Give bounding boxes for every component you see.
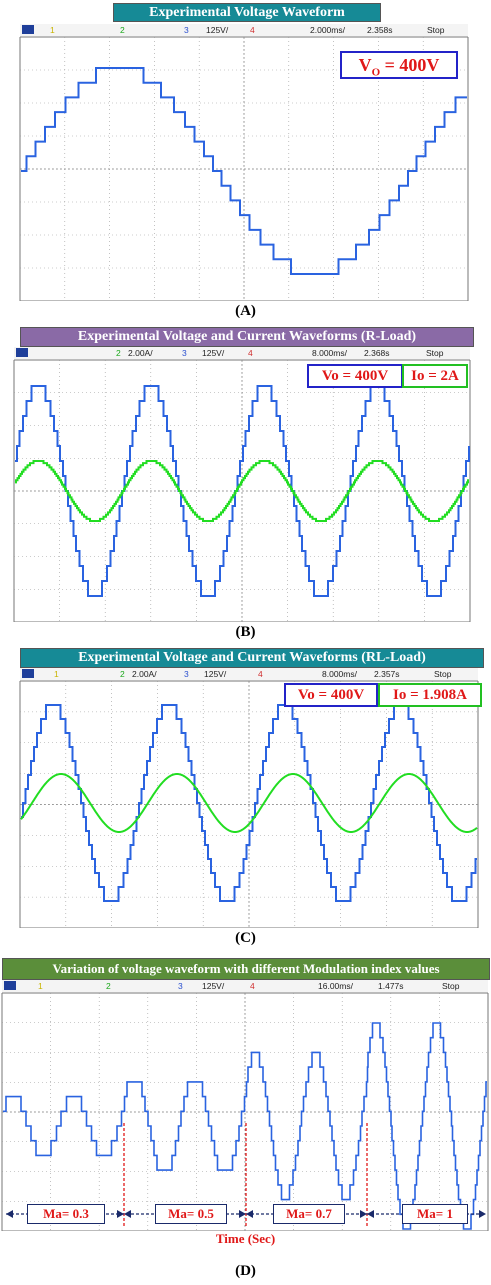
panel-d-title: Variation of voltage waveform with diffe… bbox=[2, 958, 490, 980]
ch2-label: 2 bbox=[106, 981, 111, 991]
arrow-head bbox=[239, 1210, 246, 1218]
ch3-scale: 125V/ bbox=[202, 348, 225, 358]
trigger-time: 2.368s bbox=[364, 348, 390, 358]
ch3-label: 3 bbox=[178, 981, 183, 991]
timebase: 2.000ms/ bbox=[310, 25, 345, 35]
panel-a-status-bar: 1 2 3 125V/ 4 2.000ms/ 2.358s Stop bbox=[20, 24, 468, 37]
scope-icon bbox=[22, 669, 34, 678]
panel-b-status-bar: 2 2.00A/ 3 125V/ 4 8.000ms/ 2.368s Stop bbox=[14, 347, 470, 360]
ch2-scale: 2.00A/ bbox=[128, 348, 153, 358]
ch3-label: 3 bbox=[184, 25, 189, 35]
ch2-label: 2 bbox=[120, 669, 125, 679]
time-axis-label: Time (Sec) bbox=[215, 1231, 276, 1246]
panel-d-chart bbox=[1, 993, 489, 1231]
arrow-head bbox=[360, 1210, 367, 1218]
scope-icon bbox=[22, 25, 34, 34]
timebase: 8.000ms/ bbox=[322, 669, 357, 679]
panel-d-status-bar: 1 2 3 125V/ 4 16.00ms/ 1.477s Stop bbox=[2, 980, 488, 993]
caption-b: (B) bbox=[235, 624, 256, 640]
panel-a-title: Experimental Voltage Waveform bbox=[113, 3, 381, 22]
timebase: 8.000ms/ bbox=[312, 348, 347, 358]
ch4-label: 4 bbox=[258, 669, 263, 679]
ch1-label: 1 bbox=[38, 981, 43, 991]
voltage-trace bbox=[15, 385, 470, 597]
voltage-trace bbox=[21, 67, 467, 275]
panel-a-chart bbox=[19, 37, 469, 301]
arrow-head bbox=[6, 1210, 13, 1218]
ch3-scale: 125V/ bbox=[202, 981, 225, 991]
scope-icon bbox=[4, 981, 16, 990]
panel-c-title: Experimental Voltage and Current Wavefor… bbox=[20, 648, 484, 668]
voltage-trace bbox=[3, 1022, 487, 1230]
current-trace bbox=[20, 773, 478, 833]
ma-label: Ma= 0.3 bbox=[27, 1204, 105, 1224]
caption-d: (D) bbox=[235, 1263, 256, 1279]
io-label: Io = 2A bbox=[402, 364, 468, 388]
ch3-label: 3 bbox=[182, 348, 187, 358]
caption-c: (C) bbox=[235, 930, 256, 946]
ch4-label: 4 bbox=[248, 348, 253, 358]
panel-c-status-bar: 1 2 2.00A/ 3 125V/ 4 8.000ms/ 2.357s Sto… bbox=[20, 668, 478, 681]
run-state: Stop bbox=[442, 981, 460, 991]
ch3-scale: 125V/ bbox=[206, 25, 229, 35]
vo-label: Vo = 400V bbox=[307, 364, 403, 388]
vo-label: Vo = 400V bbox=[284, 683, 378, 707]
run-state: Stop bbox=[434, 669, 452, 679]
trigger-time: 1.477s bbox=[378, 981, 404, 991]
ch1-label: 1 bbox=[50, 25, 55, 35]
timebase: 16.00ms/ bbox=[318, 981, 353, 991]
ch2-scale: 2.00A/ bbox=[132, 669, 157, 679]
trigger-time: 2.357s bbox=[374, 669, 400, 679]
panel-b-chart bbox=[13, 360, 471, 622]
current-trace bbox=[15, 460, 469, 522]
arrow-head bbox=[117, 1210, 124, 1218]
ch2-label: 2 bbox=[120, 25, 125, 35]
ma-label: Ma= 1 bbox=[402, 1204, 468, 1224]
caption-a: (A) bbox=[235, 303, 256, 319]
ch4-label: 4 bbox=[250, 981, 255, 991]
ch1-label: 1 bbox=[54, 669, 59, 679]
ma-label: Ma= 0.5 bbox=[155, 1204, 227, 1224]
ch4-label: 4 bbox=[250, 25, 255, 35]
scope-icon bbox=[16, 348, 28, 357]
arrow-head bbox=[124, 1210, 131, 1218]
ch3-label: 3 bbox=[184, 669, 189, 679]
arrow-head bbox=[479, 1210, 486, 1218]
ch3-scale: 125V/ bbox=[204, 669, 227, 679]
arrow-head bbox=[246, 1210, 253, 1218]
run-state: Stop bbox=[427, 25, 445, 35]
voltage-trace bbox=[21, 704, 477, 902]
ma-label: Ma= 0.7 bbox=[273, 1204, 345, 1224]
ch2-label: 2 bbox=[116, 348, 121, 358]
trigger-time: 2.358s bbox=[367, 25, 393, 35]
run-state: Stop bbox=[426, 348, 444, 358]
arrow-head bbox=[367, 1210, 374, 1218]
panel-b-title: Experimental Voltage and Current Wavefor… bbox=[20, 327, 474, 347]
panel-c-chart bbox=[19, 681, 479, 928]
vo-label: VO = 400V bbox=[340, 51, 458, 79]
io-label: Io = 1.908A bbox=[378, 683, 482, 707]
